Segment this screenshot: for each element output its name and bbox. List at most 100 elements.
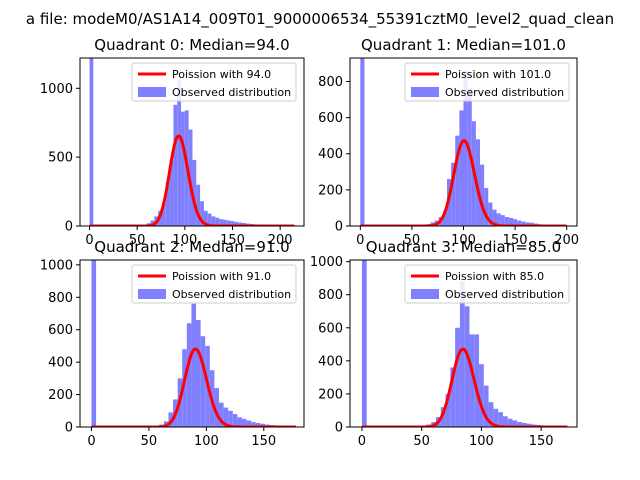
subplot-quadrant-2: 0 50 100 150 0 200 400 600 800 1000 Poission with … <box>40 238 305 449</box>
y-tick-label: 500 <box>48 151 73 166</box>
histogram-bar <box>463 70 468 226</box>
x-tick-label: 150 <box>251 434 276 449</box>
histogram-bar <box>215 217 220 226</box>
histogram-bar <box>182 349 187 427</box>
histogram-bar <box>459 281 465 427</box>
legend-hist-swatch <box>411 289 439 299</box>
histogram-bar <box>192 159 197 226</box>
legend-label-observed: Observed distribution <box>172 288 291 301</box>
histogram-bar <box>521 221 526 226</box>
x-tick-label: 100 <box>194 434 219 449</box>
legend-box <box>404 62 570 102</box>
histogram-bar <box>214 388 219 427</box>
poisson-curve <box>88 134 296 226</box>
histogram-bar <box>469 334 475 427</box>
histogram-bar <box>507 418 513 427</box>
histogram-bar <box>522 422 527 427</box>
histogram-bar <box>360 58 365 226</box>
y-tick-label: 0 <box>335 220 343 235</box>
histogram-bar <box>241 418 247 427</box>
histogram-bar <box>504 216 509 226</box>
histogram-bar <box>442 211 447 226</box>
histogram-bar <box>203 210 208 226</box>
subplot-title: Quadrant 0: Median=94.0 <box>94 36 289 54</box>
histogram-bar <box>191 303 197 427</box>
x-tick-label: 150 <box>503 233 528 248</box>
histogram-bar <box>218 402 224 427</box>
y-tick-label: 0 <box>65 421 73 436</box>
poisson-curve <box>359 139 568 226</box>
histogram-bar <box>211 216 216 226</box>
histogram-bar <box>238 222 243 226</box>
x-tick-label: 0 <box>87 434 95 449</box>
x-tick-label: 0 <box>85 233 93 248</box>
histogram-bar <box>525 222 530 226</box>
histogram-bar <box>475 139 481 226</box>
histogram-bar <box>181 111 185 226</box>
x-tick-label: 100 <box>469 434 494 449</box>
histogram-bar <box>464 306 470 427</box>
histogram-bar <box>480 164 485 226</box>
histogram-bar <box>484 188 489 226</box>
x-tick-label: 100 <box>172 233 197 248</box>
y-tick-label: 1000 <box>310 255 343 270</box>
histogram-bar <box>445 393 451 427</box>
histogram-bar <box>173 104 178 226</box>
figure-suptitle: a file: modeM0/AS1A14_009T01_9000006534_… <box>26 10 614 29</box>
y-tick-label: 400 <box>318 354 343 369</box>
y-tick-label: 800 <box>318 75 343 90</box>
legend-label-poisson: Poission with 85.0 <box>445 270 544 283</box>
y-tick-label: 600 <box>48 323 73 338</box>
x-tick-label: 150 <box>529 434 554 449</box>
histogram-bar <box>483 385 489 427</box>
histogram-bar <box>226 220 231 226</box>
legend-box <box>131 264 297 304</box>
subplot-quadrant-0: 0 50 100 150 200 0 500 1000 Poission with 94.0 Ob… <box>40 36 305 248</box>
histogram-bar <box>169 159 174 226</box>
histogram-bar <box>196 319 201 427</box>
x-tick-label: 200 <box>268 233 293 248</box>
histogram-bar <box>230 221 235 226</box>
x-tick-label: 0 <box>356 233 364 248</box>
legend-label-observed: Observed distribution <box>172 86 291 99</box>
y-tick-label: 0 <box>65 220 73 235</box>
histogram-bar <box>492 209 497 226</box>
histogram-bar <box>517 220 522 226</box>
y-tick-label: 200 <box>48 388 73 403</box>
subplot-title: Quadrant 1: Median=101.0 <box>361 36 566 54</box>
histogram-bar <box>196 184 201 226</box>
poisson-curve <box>361 347 568 427</box>
y-tick-label: 1000 <box>40 82 73 97</box>
legend: Poission with 85.0 Observed distribution <box>404 264 570 304</box>
x-tick-label: 50 <box>404 233 421 248</box>
histogram-bar <box>165 181 170 226</box>
y-tick-label: 400 <box>318 147 343 162</box>
legend: Poission with 101.0 Observed distribution <box>404 62 570 102</box>
y-tick-label: 0 <box>335 421 343 436</box>
legend: Poission with 91.0 Observed distribution <box>131 264 297 304</box>
legend-label-observed: Observed distribution <box>445 288 564 301</box>
legend-label-poisson: Poission with 101.0 <box>445 68 551 81</box>
legend-label-poisson: Poission with 91.0 <box>172 270 271 283</box>
histogram-bar <box>455 327 460 427</box>
histogram-bar <box>451 162 456 226</box>
subplot-quadrant-3: 0 50 100 150 0 200 400 600 800 1000 Poission with … <box>310 238 578 449</box>
x-tick-label: 150 <box>220 233 245 248</box>
axes-frame <box>349 259 578 428</box>
histogram-bar <box>459 110 464 226</box>
histogram-bar <box>440 407 446 427</box>
histogram-bar <box>255 422 261 427</box>
histogram-bar <box>260 423 265 427</box>
legend-hist-swatch <box>138 289 166 299</box>
histogram-bar <box>251 422 256 427</box>
axes-frame <box>79 57 305 227</box>
histogram-bar <box>474 334 480 427</box>
axes-frame <box>79 259 305 428</box>
y-tick-label: 800 <box>318 288 343 303</box>
y-tick-label: 1000 <box>40 258 73 273</box>
histogram-bar <box>161 202 166 226</box>
x-tick-label: 50 <box>413 434 430 449</box>
legend: Poission with 94.0 Observed distribution <box>131 62 297 102</box>
histogram-bar <box>89 58 94 226</box>
